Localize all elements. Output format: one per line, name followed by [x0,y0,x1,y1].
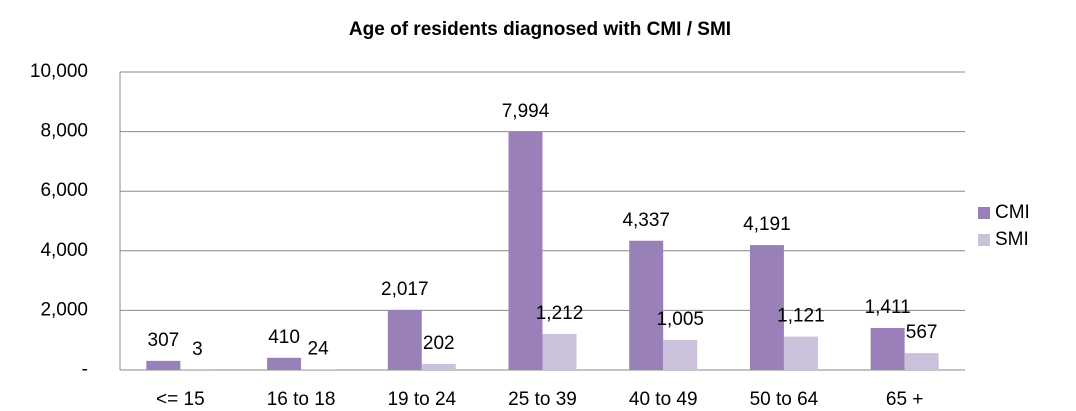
x-tick-label: 50 to 64 [750,389,819,410]
data-label: 410 [268,327,300,348]
bar [749,245,784,370]
y-tick-label: 6,000 [40,180,88,201]
bar [146,360,181,370]
bar [629,240,664,370]
bar [387,309,422,370]
chart-title: Age of residents diagnosed with CMI / SM… [349,19,731,40]
data-label: 1,212 [536,303,584,324]
bar [783,336,818,370]
x-tick-label: 40 to 49 [629,389,698,410]
y-tick-label: 10,000 [30,61,88,82]
bar [663,340,698,370]
data-label: 567 [906,322,938,343]
data-label: 1,411 [865,297,911,318]
bar [508,131,543,370]
legend-label: SMI [995,229,1029,250]
data-label: 7,994 [502,101,550,122]
data-label: 4,191 [743,214,791,235]
bar [421,363,456,370]
bar [904,353,939,370]
y-tick-label: 2,000 [40,299,88,320]
data-label: 202 [423,333,455,354]
x-tick-label: 25 to 39 [508,389,577,410]
data-label: 24 [308,338,330,359]
data-label: 1,121 [777,306,825,327]
data-label: 2,017 [381,279,429,300]
bar [870,327,905,370]
x-tick-label: 19 to 24 [387,389,456,410]
x-tick-label: <= 15 [156,389,205,410]
legend-label: CMI [995,202,1030,223]
legend-swatch [978,234,990,246]
data-label: 1,005 [656,309,704,330]
y-tick-label: 4,000 [40,240,88,261]
data-label: 307 [148,330,180,351]
y-tick-label: - [82,359,88,380]
data-label: 3 [192,339,203,360]
legend-swatch [978,207,990,219]
x-tick-label: 65 + [886,389,924,410]
bar [542,333,577,370]
bar [267,357,302,370]
y-tick-label: 8,000 [40,121,88,142]
data-label: 4,337 [622,210,670,231]
x-tick-label: 16 to 18 [267,389,336,410]
bar [301,369,336,370]
